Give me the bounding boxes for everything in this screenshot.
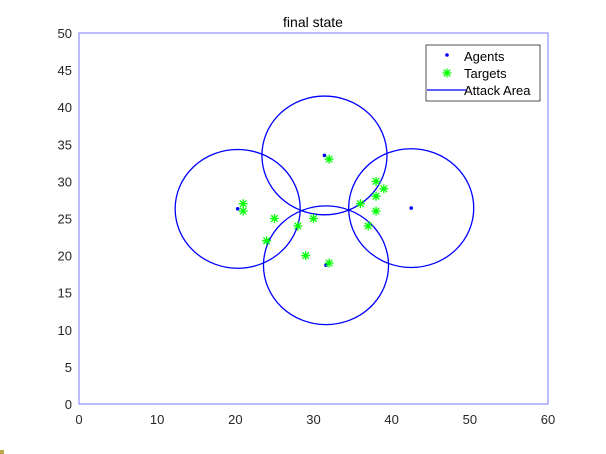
target-point bbox=[269, 214, 279, 223]
agent-point bbox=[322, 153, 327, 158]
y-tick-label: 35 bbox=[58, 137, 72, 152]
x-axis: 0 10 20 30 40 50 60 bbox=[75, 412, 555, 427]
x-tick-label: 60 bbox=[541, 412, 555, 427]
attack-area-circle bbox=[174, 148, 301, 269]
axes-frame bbox=[78, 32, 549, 405]
x-tick-label: 0 bbox=[75, 412, 82, 427]
plot-area bbox=[174, 95, 475, 326]
legend: Agents Targets Attack Area bbox=[425, 44, 541, 102]
target-point bbox=[293, 221, 303, 231]
x-tick-label: 20 bbox=[228, 412, 242, 427]
y-tick-label: 40 bbox=[58, 100, 72, 115]
y-tick-label: 5 bbox=[65, 360, 72, 375]
agent-point bbox=[409, 206, 414, 210]
legend-target-icon bbox=[442, 68, 452, 78]
y-tick-label: 10 bbox=[58, 323, 72, 338]
target-point bbox=[324, 154, 334, 164]
legend-label: Targets bbox=[464, 66, 507, 81]
y-tick-label: 20 bbox=[58, 249, 72, 264]
target-point bbox=[355, 199, 365, 209]
target-point bbox=[309, 214, 318, 223]
x-tick-label: 10 bbox=[150, 412, 164, 427]
y-tick-label: 15 bbox=[58, 286, 72, 301]
legend-agent-icon bbox=[445, 53, 449, 57]
agent-point bbox=[235, 207, 240, 211]
y-tick-label: 45 bbox=[58, 63, 72, 78]
target-point bbox=[379, 184, 389, 194]
legend-label: Attack Area bbox=[464, 83, 531, 98]
x-tick-label: 50 bbox=[463, 412, 477, 427]
target-point bbox=[238, 206, 248, 216]
attack-area-circle bbox=[261, 95, 388, 216]
corner-artifact bbox=[0, 450, 4, 454]
chart-title: final state bbox=[283, 14, 343, 30]
y-tick-label: 50 bbox=[58, 26, 72, 41]
legend-label: Agents bbox=[464, 49, 505, 64]
target-point bbox=[262, 236, 272, 246]
target-point bbox=[301, 251, 311, 261]
x-tick-label: 30 bbox=[306, 412, 320, 427]
target-point bbox=[324, 258, 334, 268]
y-axis: 0 5 10 15 20 25 30 35 40 45 50 bbox=[58, 26, 72, 412]
target-point bbox=[371, 191, 381, 201]
target-point bbox=[371, 176, 381, 186]
y-tick-label: 25 bbox=[58, 212, 72, 227]
target-point bbox=[363, 221, 373, 231]
y-tick-label: 30 bbox=[58, 174, 72, 189]
y-tick-label: 0 bbox=[65, 397, 72, 412]
x-tick-label: 40 bbox=[384, 412, 398, 427]
target-point bbox=[371, 206, 381, 216]
attack-area-circle bbox=[262, 205, 390, 326]
attack-area-circle bbox=[348, 148, 475, 269]
